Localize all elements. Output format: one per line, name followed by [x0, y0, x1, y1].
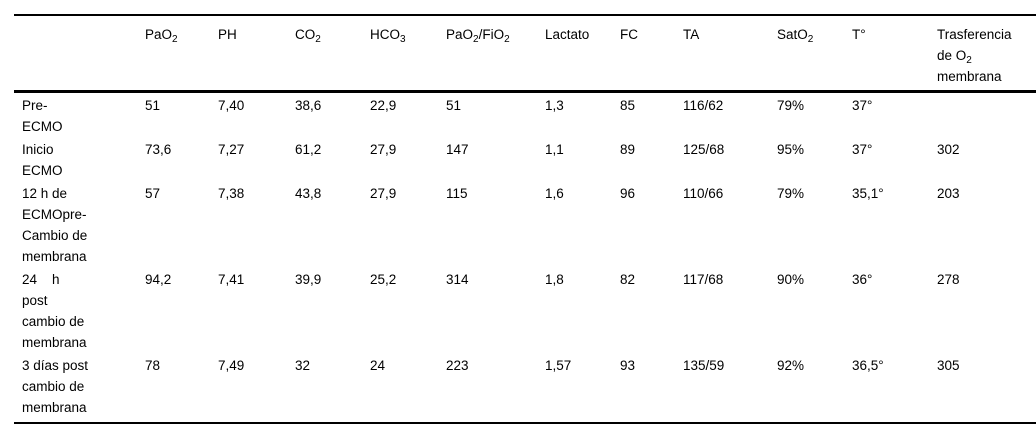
table-cell: 116/62: [683, 97, 724, 113]
header-line: PaO2/FiO2: [446, 27, 510, 45]
table-cell: 22,9: [370, 97, 397, 113]
table-cell: 7,41: [218, 271, 245, 287]
table-cell: 7,49: [218, 352, 295, 424]
table-cell: 223: [446, 352, 545, 424]
header-line: TA: [683, 27, 700, 42]
table-cell: 73,6: [145, 141, 172, 157]
column-header-pao2: PaO2: [145, 14, 218, 93]
table-row-pre-ecmo: Pre- ECMO 51 7,40 38,6 22,9 51 1,3 85 11…: [14, 91, 1036, 137]
row-label: 3 días post cambio de membrana: [14, 352, 145, 424]
column-header-sato2: SatO2: [777, 14, 852, 93]
header-line: PaO2: [145, 27, 178, 45]
row-label: 24 h post cambio de membrana: [22, 271, 87, 350]
header-line: CO2: [295, 27, 321, 45]
table-cell: 35,1°: [852, 185, 884, 201]
table-header: PaO2 PH CO2 HCO3 PaO2/FiO2 Lactato FC TA…: [14, 14, 1036, 93]
table-cell: 94,2: [145, 271, 172, 287]
table-cell: 37°: [852, 141, 873, 157]
table-cell: 93: [620, 352, 683, 424]
column-header-pao2-fio2: PaO2/FiO2: [446, 14, 545, 93]
header-line: Lactato: [545, 27, 590, 42]
table-cell: 39,9: [295, 271, 322, 287]
header-line: Trasferencia: [937, 27, 1012, 42]
table-cell: 36°: [852, 271, 873, 287]
table-cell: 43,8: [295, 185, 322, 201]
table-cell: 79%: [777, 185, 805, 201]
column-header-ta: TA: [683, 14, 777, 93]
table-cell: 7,27: [218, 141, 245, 157]
column-header-temperatura: T°: [852, 14, 937, 93]
row-label: 12 h de ECMOpre- Cambio de membrana: [22, 185, 88, 264]
table-cell: 110/66: [683, 185, 724, 201]
table-cell: 24: [370, 352, 446, 424]
table-cell: 1,57: [545, 352, 620, 424]
table-cell: 314: [446, 271, 469, 287]
table-cell: 305: [937, 352, 1036, 424]
table-cell: 61,2: [295, 141, 322, 157]
table-body: Pre- ECMO 51 7,40 38,6 22,9 51 1,3 85 11…: [14, 91, 1036, 424]
table-row-inicio-ecmo: Inicio ECMO 73,6 7,27 61,2 27,9 147 1,1 …: [14, 137, 1036, 181]
table-cell: 7,40: [218, 97, 245, 113]
table-row-3dias-post-cambio: 3 días post cambio de membrana 78 7,49 3…: [14, 352, 1036, 424]
header-line: SatO2: [777, 27, 814, 45]
table-cell: 57: [145, 185, 161, 201]
table-cell: 36,5°: [852, 352, 937, 424]
table-cell: 115: [446, 185, 468, 201]
table-cell: 78: [145, 352, 218, 424]
table-cell: 32: [295, 352, 370, 424]
column-header-hco3: HCO3: [370, 14, 446, 93]
table-cell: 85: [620, 97, 636, 113]
header-line: FC: [620, 27, 638, 42]
column-header-lactato: Lactato: [545, 14, 620, 93]
table-cell: 82: [620, 271, 636, 287]
table-cell: 89: [620, 141, 636, 157]
table-cell: 96: [620, 185, 636, 201]
table-cell: 203: [937, 185, 960, 201]
table-cell: 117/68: [683, 271, 724, 287]
table-cell: 1,3: [545, 97, 564, 113]
table-row-12h-ecmo-pre-cambio: 12 h de ECMOpre- Cambio de membrana 57 7…: [14, 181, 1036, 267]
column-header-row-label: [14, 14, 145, 93]
table-cell: 135/59: [683, 352, 777, 424]
data-table: PaO2 PH CO2 HCO3 PaO2/FiO2 Lactato FC TA…: [14, 14, 1036, 424]
table-cell: 79%: [777, 97, 805, 113]
table-cell: 7,38: [218, 185, 245, 201]
column-header-trasferencia-o2-membrana: Trasferencia de O2 membrana: [937, 14, 1036, 93]
table-cell: 37°: [852, 97, 873, 113]
table-cell: 1,8: [545, 271, 564, 287]
table-cell: 38,6: [295, 97, 322, 113]
header-line: HCO3: [370, 27, 406, 45]
table-cell: 27,9: [370, 141, 397, 157]
row-label: Pre- ECMO: [22, 97, 63, 134]
table-cell: 1,1: [545, 141, 564, 157]
column-header-co2: CO2: [295, 14, 370, 93]
header-row: PaO2 PH CO2 HCO3 PaO2/FiO2 Lactato FC TA…: [14, 14, 1036, 93]
header-line: T°: [852, 27, 866, 42]
table-cell: 92%: [777, 352, 852, 424]
column-header-ph: PH: [218, 14, 295, 93]
column-header-fc: FC: [620, 14, 683, 93]
table-cell: 51: [145, 97, 161, 113]
table-cell: [937, 91, 1036, 137]
table-cell: 278: [937, 271, 960, 287]
table-cell: 51: [446, 97, 462, 113]
row-label: Inicio ECMO: [22, 141, 63, 178]
table-row-24h-post-cambio: 24 h post cambio de membrana 94,2 7,41 3…: [14, 267, 1036, 353]
table-cell: 25,2: [370, 271, 397, 287]
header-line: PH: [218, 27, 237, 42]
header-line: membrana: [937, 69, 1002, 84]
table-cell: 302: [937, 141, 960, 157]
table-cell: 1,6: [545, 185, 564, 201]
table-cell: 125/68: [683, 141, 725, 157]
table-cell: 95%: [777, 141, 805, 157]
table-cell: 27,9: [370, 185, 397, 201]
table-cell: 90%: [777, 271, 805, 287]
table-cell: 147: [446, 141, 469, 157]
header-line: de O2: [937, 48, 972, 66]
